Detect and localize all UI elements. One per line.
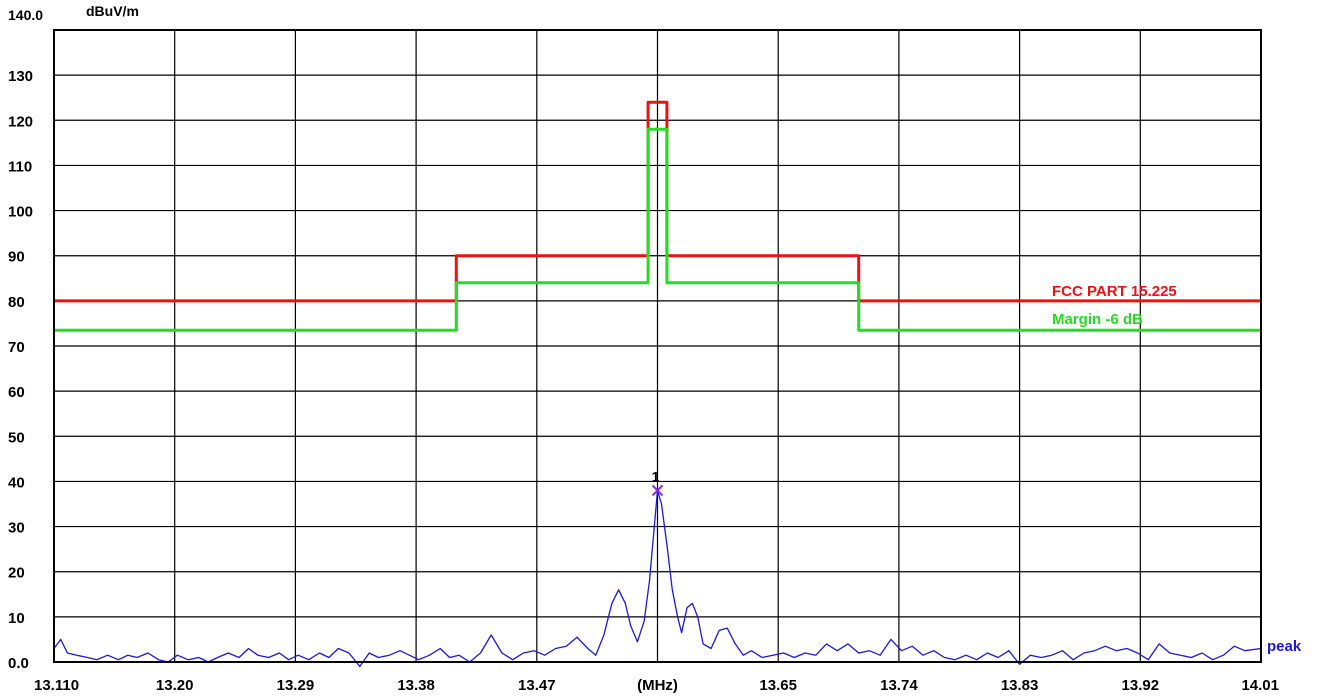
y-tick-label: 20 bbox=[8, 565, 25, 582]
y-tick-label: 40 bbox=[8, 474, 25, 491]
x-tick-label: 13.83 bbox=[1001, 677, 1039, 694]
y-tick-label: 100 bbox=[8, 204, 33, 221]
legend-fcc-limit: FCC PART 15.225 bbox=[1052, 283, 1177, 300]
x-tick-label: 13.20 bbox=[156, 677, 194, 694]
y-tick-label: 120 bbox=[8, 113, 33, 130]
tick-labels: 0.0 10 20 30 40 50 60 70 80 90 100 110 120 130 13.110 1… bbox=[8, 68, 1279, 694]
legend-margin: Margin -6 dB bbox=[1052, 311, 1143, 328]
peak-trace bbox=[53, 489, 1262, 668]
y-axis-unit-label: dBuV/m bbox=[86, 3, 139, 19]
peak-trace-line bbox=[53, 489, 1262, 668]
x-tick-label: 13.29 bbox=[277, 677, 315, 694]
y-axis-max-label: 140.0 bbox=[8, 7, 43, 23]
y-tick-label: 110 bbox=[8, 158, 32, 175]
x-tick-label: 13.47 bbox=[518, 677, 556, 694]
x-tick-label: 13.110 bbox=[34, 677, 79, 694]
x-tick-label: 13.65 bbox=[759, 677, 797, 694]
x-tick-label: 13.74 bbox=[880, 677, 918, 694]
y-tick-label: 130 bbox=[8, 68, 33, 85]
legend-peak: peak bbox=[1267, 638, 1302, 655]
y-tick-label: 10 bbox=[8, 610, 25, 627]
y-tick-label: 70 bbox=[8, 339, 25, 356]
margin-line bbox=[54, 127, 1261, 332]
y-tick-label: 50 bbox=[8, 429, 25, 446]
y-tick-label: 60 bbox=[8, 384, 25, 401]
peak-marker: 1 bbox=[651, 468, 664, 497]
plot-border bbox=[53, 29, 1262, 663]
x-tick-label: (MHz) bbox=[637, 677, 678, 694]
y-tick-label: 80 bbox=[8, 294, 25, 311]
marker-cross-b bbox=[651, 484, 664, 497]
fcc-limit-line bbox=[54, 100, 1261, 303]
limit-lines bbox=[54, 100, 1261, 332]
peak-marker-label: 1 bbox=[652, 468, 660, 484]
y-tick-label: 30 bbox=[8, 520, 25, 537]
x-tick-label: 13.92 bbox=[1122, 677, 1160, 694]
y-tick-label: 90 bbox=[8, 249, 25, 266]
grid bbox=[54, 30, 1261, 662]
x-tick-label: 14.01 bbox=[1241, 677, 1279, 694]
x-tick-label: 13.38 bbox=[397, 677, 435, 694]
y-tick-label: 0.0 bbox=[8, 655, 29, 672]
